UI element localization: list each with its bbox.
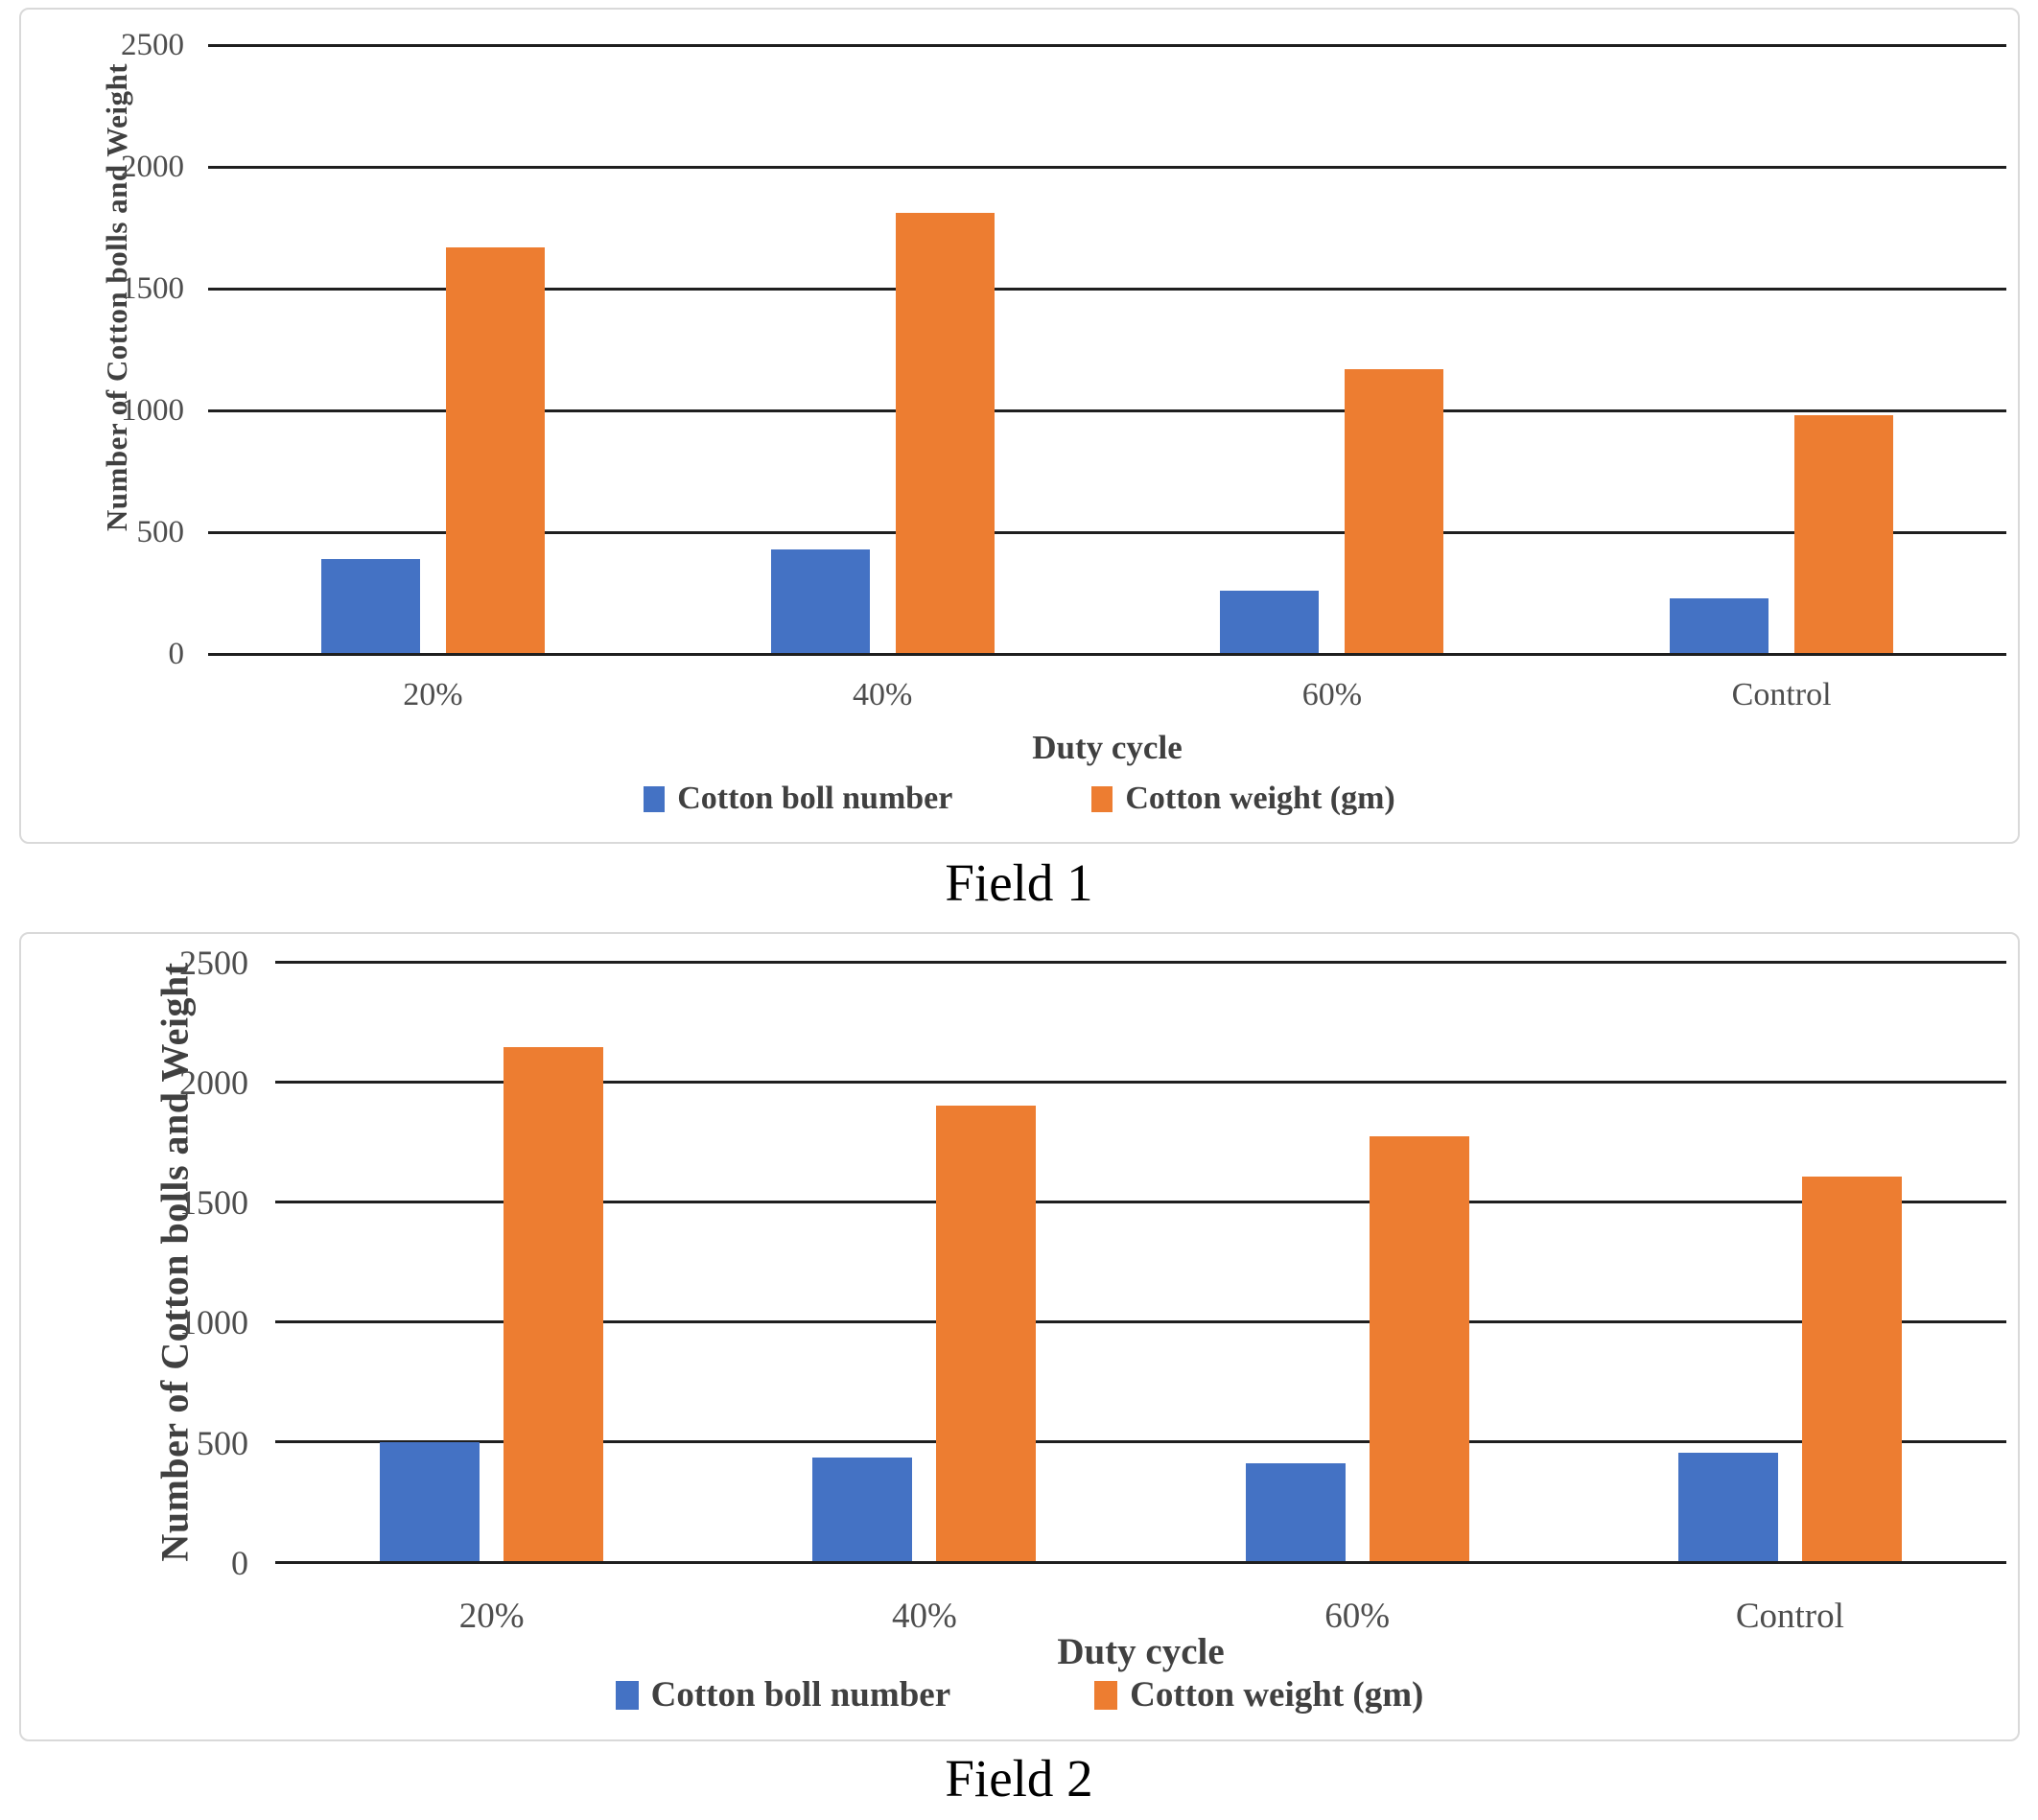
bar-cotton-boll-number-20 [380,1441,480,1562]
y-tick-label: 2000 [179,1062,248,1102]
x-tick-label-40: 40% [891,1597,957,1636]
y-tick-label: 2000 [121,150,184,185]
bar-cotton-boll-number-control [1677,1453,1778,1562]
legend-label: Cotton weight (gm) [1130,1675,1424,1715]
gridline-y-500 [275,1440,2006,1444]
legend-label: Cotton weight (gm) [1125,781,1395,816]
y-axis-title: Number of Cotton bolls and Weight [152,962,197,1562]
chart-panel-field-2: 2500 2000 1500 1000 500 0 20% 40% 60% Control Num… [19,932,2020,1741]
legend-item-cotton-weight-gm: Cotton weight (gm) [1094,1674,1423,1715]
figure-caption-field-2: Field 2 [945,1749,1093,1808]
x-tick-label-control: Control [1731,677,1832,712]
chart-panel-field-1: 2500 2000 1500 1000 500 0 20% 40% 60% Control Num… [19,8,2020,844]
x-axis-title: Duty cycle [1057,1631,1225,1672]
legend-swatch-cotton-weight-gm [1091,785,1113,812]
gridline-y-2500 [208,43,2006,47]
bar-cotton-weight-gm-20 [445,246,545,654]
bar-cotton-weight-gm-60 [1369,1135,1469,1562]
x-tick-label-40: 40% [852,677,913,712]
legend-swatch-cotton-boll-number [615,1680,639,1710]
y-tick-label: 1500 [179,1183,248,1223]
bar-cotton-weight-gm-40 [895,213,995,654]
x-tick-label-20: 20% [458,1597,525,1636]
y-tick-label: 1500 [121,271,184,307]
x-tick-label-60: 60% [1301,677,1363,712]
legend: Cotton boll number Cotton weight (gm) [21,1674,2018,1715]
bar-cotton-boll-number-20 [320,558,420,654]
bar-cotton-weight-gm-20 [504,1046,604,1562]
x-axis-line [275,1560,2006,1564]
y-tick-label: 0 [168,637,185,672]
bar-cotton-boll-number-40 [812,1458,913,1562]
gridline-y-1500 [208,287,2006,291]
gridline-y-2000 [208,165,2006,169]
y-tick-label: 1000 [179,1303,248,1342]
x-tick-label-20: 20% [403,677,463,712]
bar-cotton-boll-number-60 [1220,590,1320,654]
figure-caption-field-1: Field 1 [945,853,1093,912]
gridline-y-1000 [275,1320,2006,1324]
x-axis-line [208,652,2006,656]
legend-item-cotton-weight-gm: Cotton weight (gm) [1091,781,1395,817]
legend-item-cotton-boll-number: Cotton boll number [615,1674,951,1715]
gridline-y-2000 [275,1080,2006,1084]
bar-cotton-boll-number-60 [1245,1463,1346,1562]
legend-swatch-cotton-boll-number [644,785,666,812]
gridline-y-1000 [208,408,2006,412]
bar-cotton-weight-gm-60 [1345,368,1444,654]
bar-cotton-weight-gm-40 [936,1106,1037,1562]
plot-area-field-2: 2500 2000 1500 1000 500 0 20% 40% 60% Control [21,934,2018,1739]
y-tick-label: 500 [197,1423,248,1462]
y-tick-label: 1000 [121,393,184,429]
y-tick-label: 2500 [179,943,248,982]
plot-area-field-1: 2500 2000 1500 1000 500 0 20% 40% 60% Control [21,10,2018,842]
x-axis-title: Duty cycle [1032,729,1183,766]
y-tick-label: 500 [136,515,185,550]
y-tick-label: 2500 [121,28,184,63]
bar-cotton-weight-gm-control [1794,415,1894,654]
y-tick-label: 0 [231,1543,248,1582]
x-tick-label-60: 60% [1324,1597,1391,1636]
legend-label: Cotton boll number [650,1675,951,1715]
bar-cotton-boll-number-control [1670,597,1769,654]
legend: Cotton boll number Cotton weight (gm) [21,781,2018,817]
gridline-y-500 [208,530,2006,534]
legend-item-cotton-boll-number: Cotton boll number [644,781,952,817]
bar-cotton-boll-number-40 [770,548,870,654]
legend-label: Cotton boll number [677,781,953,816]
legend-swatch-cotton-weight-gm [1094,1680,1118,1710]
gridline-y-1500 [275,1200,2006,1203]
gridline-y-2500 [275,960,2006,964]
x-tick-label-control: Control [1735,1597,1844,1636]
bar-cotton-weight-gm-control [1801,1177,1902,1562]
